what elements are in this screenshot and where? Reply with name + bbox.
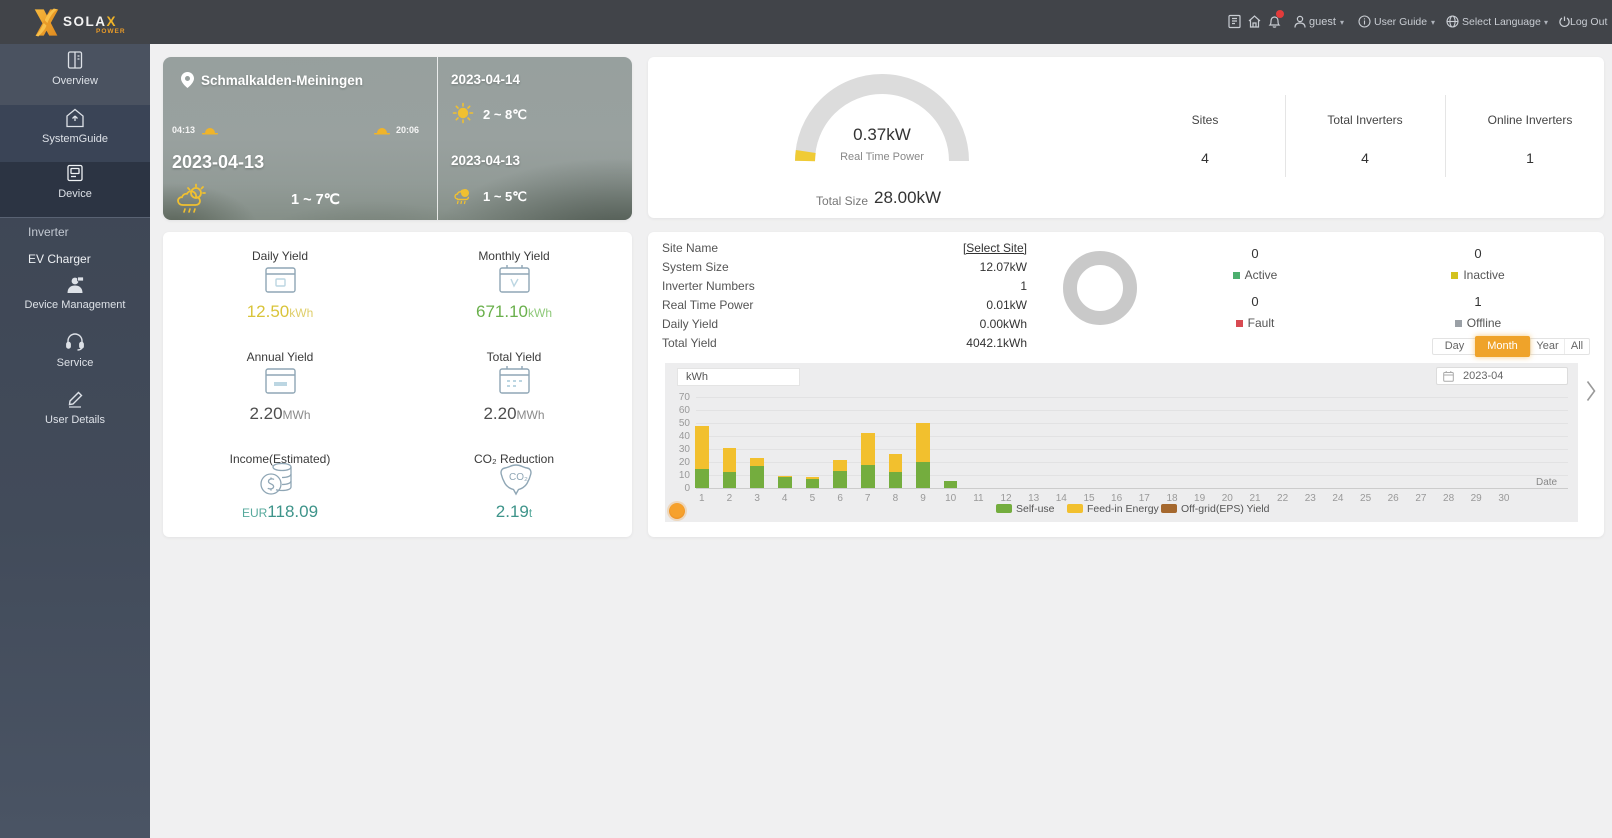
svg-text:CO₂: CO₂ <box>509 472 528 483</box>
